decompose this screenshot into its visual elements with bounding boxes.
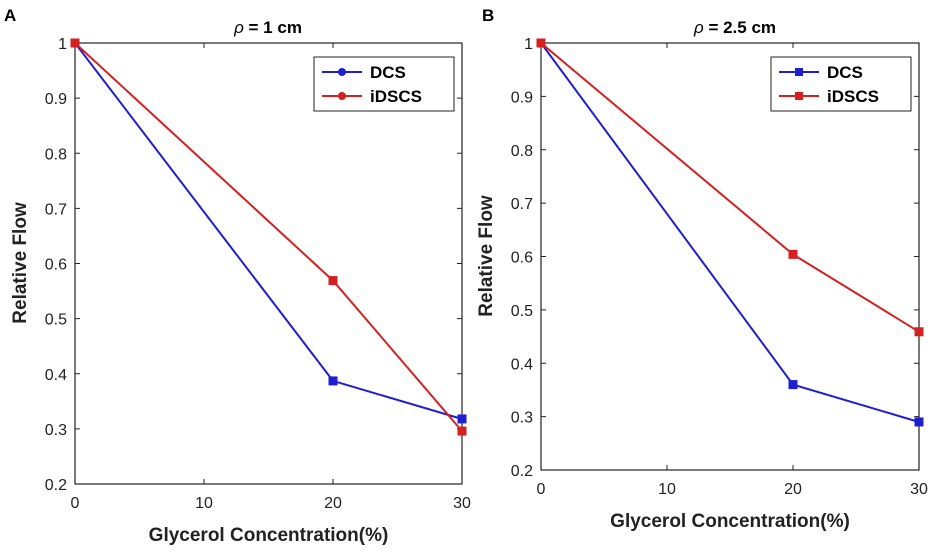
x-tick-label: 20 xyxy=(784,481,802,498)
y-tick-label: 0.5 xyxy=(511,303,533,320)
y-axis-label: Relative Flow xyxy=(10,202,31,324)
data-point-idscs xyxy=(70,38,80,48)
data-point-idscs xyxy=(328,276,338,286)
y-tick-label: 0.2 xyxy=(45,477,67,494)
legend-marker-idscs xyxy=(338,92,346,100)
legend-box xyxy=(313,56,455,112)
y-tick-label: 0.6 xyxy=(511,250,533,267)
y-tick-label: 0.5 xyxy=(45,312,67,329)
chart-panel-b: Bρ = 2.5 cm0.20.30.40.50.60.70.80.910 10 2… xyxy=(476,6,928,532)
x-tick-label: 10 xyxy=(658,481,676,498)
legend-label-idscs: iDSCS xyxy=(827,87,879,106)
legend-box xyxy=(770,56,912,112)
x-tick-label: 20 xyxy=(324,495,342,512)
x-tick-label: 0 xyxy=(537,481,546,498)
y-tick-label: 0.7 xyxy=(511,196,533,213)
y-tick-label: 0.2 xyxy=(511,463,533,480)
y-tick-label: 0.4 xyxy=(511,356,533,373)
data-point-idscs xyxy=(788,249,798,259)
data-point-dcs xyxy=(788,380,798,390)
x-axis-label: Glycerol Concentration(%) xyxy=(610,511,850,532)
data-point-dcs xyxy=(457,414,467,424)
x-tick-label: 0 xyxy=(71,495,80,512)
x-tick-label: 30 xyxy=(453,495,471,512)
data-point-idscs xyxy=(457,426,467,436)
y-tick-label: 0.9 xyxy=(45,91,67,108)
legend-marker-idscs xyxy=(795,92,803,100)
y-tick-label: 0.8 xyxy=(45,146,67,163)
data-point-idscs xyxy=(914,327,924,337)
data-point-dcs xyxy=(328,376,338,386)
chart-title: ρ = 2.5 cm xyxy=(693,18,776,37)
y-tick-label: 0.8 xyxy=(511,143,533,160)
legend-marker-dcs xyxy=(795,68,803,76)
legend-marker-dcs xyxy=(338,68,346,76)
x-axis-label: Glycerol Concentration(%) xyxy=(149,525,389,546)
legend-label-dcs: DCS xyxy=(370,63,406,82)
legend-label-dcs: DCS xyxy=(827,63,863,82)
legend-label-idscs: iDSCS xyxy=(370,87,422,106)
y-tick-label: 0.9 xyxy=(511,89,533,106)
y-tick-label: 0.3 xyxy=(45,422,67,439)
y-tick-label: 0.7 xyxy=(45,201,67,218)
y-tick-label: 0.4 xyxy=(45,367,67,384)
x-tick-label: 30 xyxy=(910,481,928,498)
chart-title: ρ = 1 cm xyxy=(233,18,302,37)
panel-label: A xyxy=(4,6,16,25)
data-point-idscs xyxy=(536,38,546,48)
y-tick-label: 1 xyxy=(524,36,533,53)
x-tick-label: 10 xyxy=(195,495,213,512)
chart-panel-a: Aρ = 1 cm0.20.30.40.50.60.70.80.910 10 20 3… xyxy=(4,6,471,546)
y-axis-label: Relative Flow xyxy=(476,195,497,317)
panel-label: B xyxy=(482,6,494,25)
y-tick-label: 0.6 xyxy=(45,257,67,274)
data-point-dcs xyxy=(914,417,924,427)
y-tick-label: 0.3 xyxy=(511,410,533,427)
y-tick-label: 1 xyxy=(58,36,67,53)
